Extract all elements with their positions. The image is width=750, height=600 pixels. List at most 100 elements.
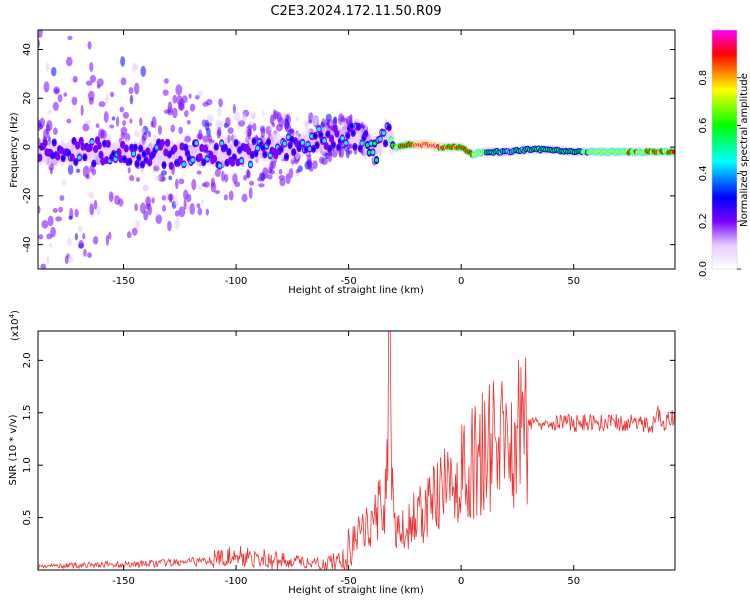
spectrogram-noise-dot <box>63 92 68 97</box>
spectrogram-ridge-core <box>333 126 337 131</box>
spectrogram-ridge-core <box>218 163 222 168</box>
spectrogram-noise-dot <box>46 120 53 132</box>
spectrogram-noise-dot <box>152 134 157 144</box>
x-tick-label: 0 <box>458 576 464 587</box>
spectrogram-ridge-core <box>254 151 258 156</box>
spectrogram-noise-dot <box>247 124 253 130</box>
spectrogram-noise-dot <box>224 117 231 127</box>
spectrogram-panel: -150 -100 -50 0 50 -40 -20 0 20 40 Height of stra… <box>9 22 676 296</box>
spectrogram-noise-dot <box>47 109 53 115</box>
spectrogram-noise-dot <box>52 207 58 213</box>
spectrogram-noise-dot <box>131 227 138 236</box>
spectrogram-ridge-core <box>135 161 139 166</box>
spectrogram-frame <box>37 29 676 270</box>
spectrogram-ridge-core <box>155 145 159 150</box>
spectrogram-noise-dot <box>109 124 115 129</box>
spectrogram-ridge-core <box>236 160 240 165</box>
spectrogram-noise-dot <box>122 111 130 119</box>
spectrogram-ridge-core <box>225 160 229 165</box>
spectrogram-ridge-core <box>72 138 76 143</box>
snr-x-label: Height of straight line (km) <box>288 585 424 596</box>
spectrogram-noise-dot <box>210 177 215 188</box>
spectrogram-noise-dot <box>142 184 150 191</box>
y-tick-label: 1.5 <box>22 405 33 421</box>
spectrogram-ridge-core <box>52 140 57 145</box>
spectrogram-noise-dot <box>145 203 151 210</box>
spectrogram-ridge-core <box>79 138 84 143</box>
spectrogram-ridge-core <box>137 155 141 160</box>
y-tick-label: 0.5 <box>22 510 33 526</box>
spectrogram-noise-dot <box>345 147 350 159</box>
spectrogram-noise-dot <box>52 274 58 278</box>
spectrogram-ridge-core <box>671 149 675 154</box>
snr-series-line <box>38 331 675 570</box>
spectrogram-noise-dot <box>267 174 273 180</box>
colorbar-tick-label: 0.0 <box>698 261 709 277</box>
spectrogram-noise-dot <box>120 56 126 67</box>
spectrogram-noise-dot <box>313 115 320 126</box>
spectrogram-noise-dot <box>134 219 141 229</box>
spectrogram-ridge-core <box>191 157 195 162</box>
snr-frame <box>37 330 676 571</box>
spectrogram-noise-dot <box>162 204 166 212</box>
spectrogram-ridge-core <box>185 151 190 156</box>
spectrogram-noise-dot <box>66 118 72 124</box>
colorbar-tick-label: 0.4 <box>698 165 709 181</box>
x-tick-label: -50 <box>340 576 356 587</box>
spectrogram-noise-dot <box>143 210 149 221</box>
spectrogram-noise-dot <box>76 168 81 173</box>
spectrogram-ridge-core <box>83 155 87 160</box>
snr-panel: -150 -100 -50 0 50 0.5 1.0 1.5 2.0 Height of str… <box>8 310 676 596</box>
spectrogram-noise-dot <box>163 78 169 84</box>
spectrogram-noise-dot <box>140 65 147 77</box>
spectrogram-ridge-core <box>286 135 291 140</box>
spectrogram-noise-dot <box>38 281 41 287</box>
spectrogram-noise-dot <box>205 98 213 106</box>
spectrogram-ridge-core <box>214 144 219 149</box>
y-tick-label: 1.0 <box>22 457 33 473</box>
spectrogram-noise-dot <box>201 119 207 127</box>
spectrogram-ridge-core <box>381 131 386 136</box>
spectrogram-noise-dot <box>173 195 178 206</box>
spectrogram-noise-dot <box>85 80 93 86</box>
spectrogram-ridge-core <box>99 152 103 157</box>
spectrogram-ridge-core <box>308 146 312 151</box>
spectrogram-ridge-core <box>200 145 204 150</box>
spectrogram-noise-dot <box>80 104 84 116</box>
colorbar-tick-label: 0.6 <box>698 118 709 134</box>
spectrogram-noise-dot <box>105 93 109 105</box>
spectrogram-noise-dot <box>135 177 141 182</box>
spectrogram-noise-dot <box>82 165 90 178</box>
spectrogram-noise-dot <box>87 252 92 259</box>
spectrogram-noise-dot <box>58 206 64 213</box>
spectrogram-noise-dot <box>153 165 160 172</box>
y-tick-label: 0 <box>22 144 33 150</box>
spectrogram-ridge-core <box>147 160 152 165</box>
spectrogram-noise-dot <box>134 82 140 95</box>
x-tick-label: -150 <box>112 276 135 287</box>
y-tick-label: -20 <box>22 188 33 204</box>
y-tick-label: 2.0 <box>22 352 33 368</box>
spectrogram-noise-dot <box>39 22 45 29</box>
spectrogram-noise-dot <box>178 178 185 185</box>
y-tick-label: -40 <box>22 236 33 252</box>
y-tick-label: 40 <box>22 43 33 56</box>
spectrogram-ridge-core <box>81 144 85 149</box>
spectrogram-noise-dot <box>64 255 69 265</box>
spectrogram-noise-dot <box>248 187 253 199</box>
spectrogram-noise-dot <box>181 95 188 104</box>
spectrogram-ridge-core <box>324 144 328 149</box>
spectrogram-ridge-core <box>365 143 370 148</box>
spectrogram-noise-dot <box>53 86 60 95</box>
spectrogram-noise-dot <box>178 126 183 135</box>
spectrogram-noise-dot <box>197 90 203 97</box>
spectrogram-noise-dot <box>155 214 163 224</box>
spectrogram-noise-dot <box>39 117 45 128</box>
spectrogram-noise-dot <box>89 62 94 72</box>
spectrogram-noise-dot <box>95 123 100 129</box>
spectrogram-noise-dot <box>278 175 286 181</box>
spectrogram-ridge-core <box>120 142 125 147</box>
spectrogram-ridge-core <box>131 151 136 156</box>
spectrogram-noise-dot <box>129 175 135 182</box>
spectrogram-noise-dot <box>155 211 160 217</box>
